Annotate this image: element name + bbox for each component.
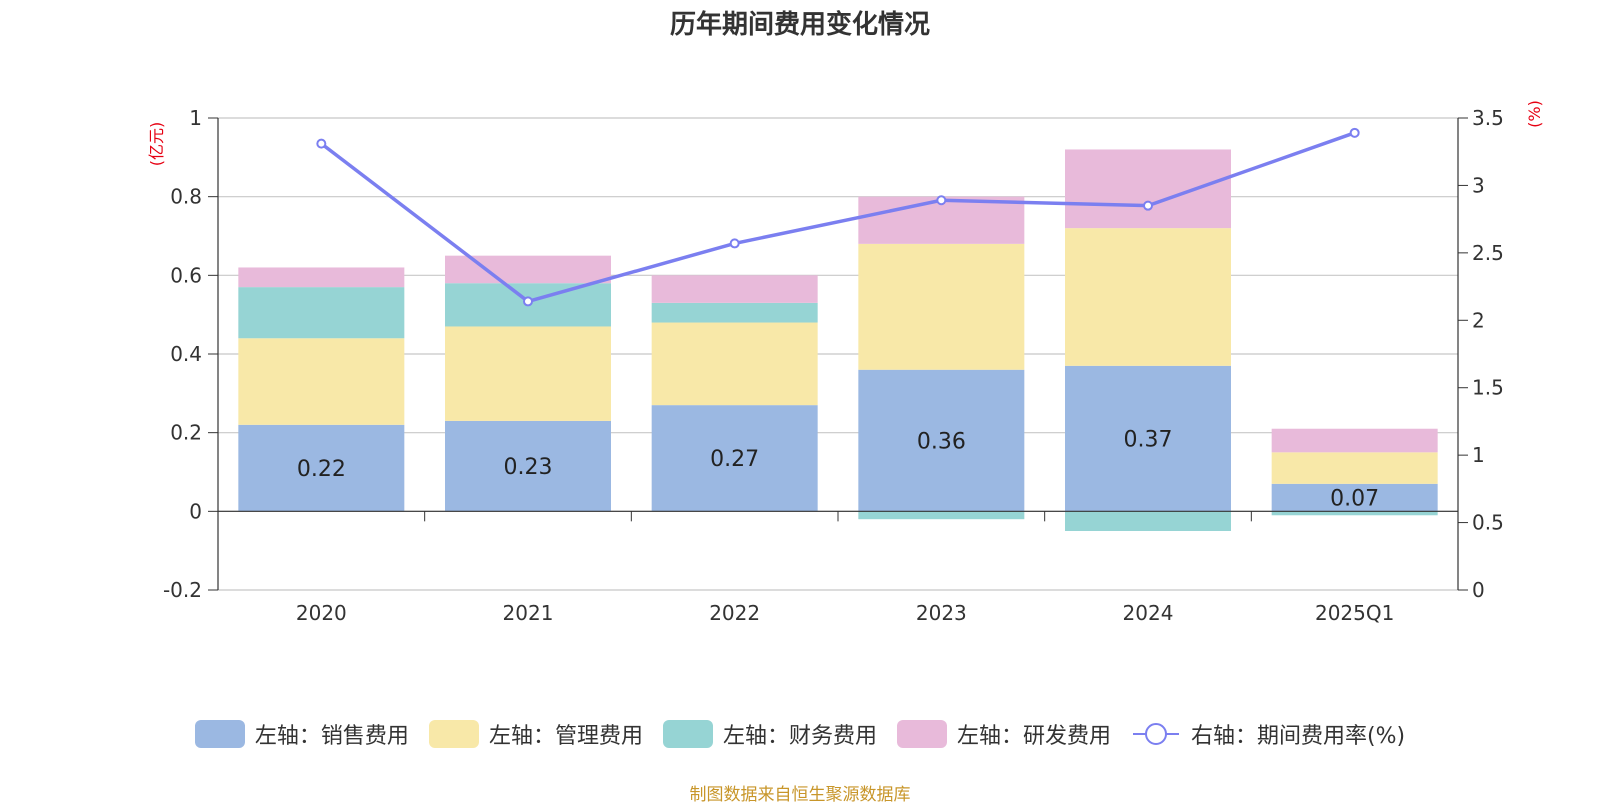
category-label: 2021 [503, 601, 554, 625]
data-label: 0.36 [917, 430, 966, 455]
left-axis-tick-label: 0 [189, 499, 202, 523]
bar-finance [651, 302, 818, 323]
source-note: 制图数据来自恒生聚源数据库 [689, 785, 911, 805]
bar-admin [1271, 452, 1438, 484]
legend-line-swatch [1132, 723, 1179, 745]
bar-sales [651, 405, 818, 512]
bar-rd [445, 255, 611, 284]
right-axis-tick-label: 0 [1472, 578, 1485, 602]
data-label: 0.37 [1124, 428, 1173, 453]
category-label: 2020 [296, 601, 347, 625]
data-label: 0.07 [1330, 487, 1379, 512]
legend-item-admin[interactable]: 左轴：管理费用 [428, 718, 643, 750]
left-axis-tick-label: 0.2 [170, 421, 202, 445]
bar-admin [651, 322, 818, 406]
bar-admin [858, 243, 1025, 370]
bar-admin [238, 338, 405, 425]
bar-rd [1271, 428, 1438, 453]
rate-point [936, 195, 947, 206]
legend-label: 左轴：管理费用 [488, 724, 643, 749]
left-axis-tick-label: 0.8 [170, 185, 202, 209]
rate-point [729, 238, 740, 249]
category-label: 2024 [1123, 601, 1174, 625]
legend-label: 左轴：研发费用 [956, 724, 1111, 749]
rate-point [316, 138, 327, 149]
legend-marker [1144, 723, 1167, 745]
bar-finance [238, 287, 405, 339]
bar-rd [238, 267, 405, 288]
legend-swatch [428, 720, 479, 748]
bar-sales [1271, 483, 1438, 512]
legend-swatch [662, 720, 713, 748]
legend-item-finance[interactable]: 左轴：财务费用 [662, 718, 877, 750]
left-axis-tick-label: 1 [189, 106, 202, 130]
legend-swatch [194, 720, 245, 748]
left-axis-unit: (亿元) [147, 122, 166, 167]
bar-admin [1065, 228, 1231, 366]
rate-line [320, 131, 1356, 304]
chart-title: 历年期间费用变化情况 [669, 10, 930, 40]
bar-sales [238, 424, 405, 512]
bar-rd [651, 275, 818, 303]
bar-finance [1271, 511, 1438, 516]
legend-swatch [896, 720, 947, 748]
right-axis-tick-label: 0.5 [1472, 511, 1504, 535]
legend-item-rate_line[interactable]: 右轴：期间费用率(%) [1131, 718, 1405, 750]
rate-point [1143, 200, 1153, 211]
chart-legend: 左轴：销售费用 左轴：管理费用 左轴：财务费用 左轴：研发费用 右轴：期间费用率(%) [0, 718, 1600, 754]
right-axis-tick-label: 3 [1472, 173, 1485, 197]
bar-sales [858, 369, 1025, 512]
right-axis-unit: (%) [1525, 100, 1544, 128]
left-axis-tick-label: 0.6 [170, 263, 202, 287]
legend-label: 右轴：期间费用率(%) [1190, 724, 1406, 749]
rate-point [523, 296, 533, 307]
bar-admin [445, 326, 611, 421]
left-axis-tick-label: -0.2 [163, 578, 202, 602]
legend-label: 左轴：财务费用 [722, 724, 877, 749]
category-label: 2023 [916, 601, 967, 625]
bar-rd [1065, 149, 1231, 229]
bar-sales [1065, 365, 1231, 512]
legend-item-rd[interactable]: 左轴：研发费用 [896, 718, 1111, 750]
data-label: 0.27 [710, 447, 759, 472]
rate-point [1349, 127, 1360, 138]
legend-item-sales[interactable]: 左轴：销售费用 [194, 718, 409, 750]
bar-sales [445, 420, 611, 512]
category-label: 2022 [709, 601, 760, 625]
data-label: 0.23 [504, 455, 553, 480]
legend-label: 左轴：销售费用 [254, 724, 409, 749]
bar-finance [1065, 511, 1231, 531]
right-axis-tick-label: 2 [1472, 308, 1485, 332]
bar-finance [858, 511, 1025, 520]
right-axis-tick-label: 1.5 [1472, 376, 1504, 400]
right-axis-tick-label: 3.5 [1472, 106, 1504, 130]
data-label: 0.22 [297, 457, 346, 482]
left-axis-tick-label: 0.4 [170, 342, 202, 366]
category-label: 2025Q1 [1315, 601, 1394, 625]
right-axis-tick-label: 2.5 [1472, 241, 1504, 265]
right-axis-tick-label: 1 [1472, 443, 1485, 467]
